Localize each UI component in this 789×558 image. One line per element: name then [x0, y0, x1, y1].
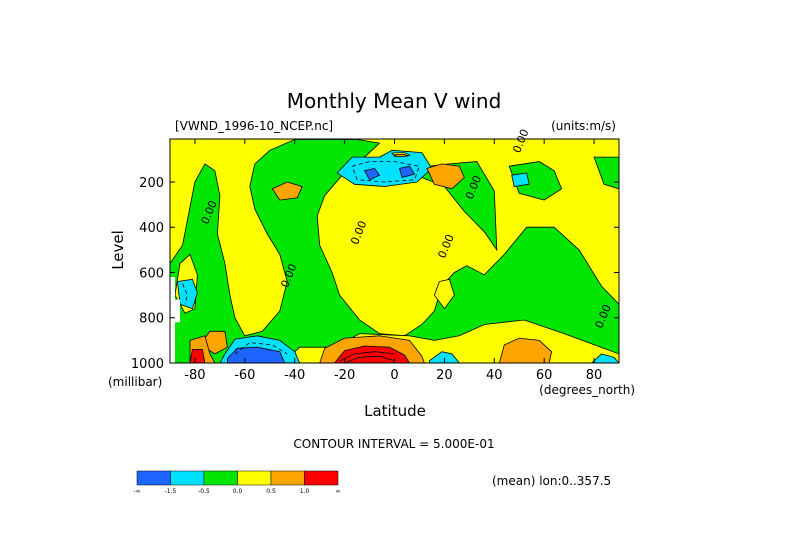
contour-plot-area: 0.000.000.000.000.000.000.00 — [169, 127, 620, 364]
color-swatch — [170, 470, 205, 486]
x-tick-label: 60 — [536, 368, 553, 383]
x-axis-ticks: -80 -60 -40 -20 0 20 40 60 80 — [184, 139, 602, 383]
x-tick-label: -40 — [284, 368, 305, 383]
color-swatch — [203, 470, 238, 486]
contour-region-pos-large — [334, 345, 410, 363]
x-tick-label: 0 — [390, 368, 398, 383]
contour-region-neg-small — [508, 161, 563, 201]
x-tick-label: 40 — [486, 368, 503, 383]
contour-region-neg-large — [363, 167, 381, 181]
filled-contour-regions — [170, 139, 619, 363]
y-axis-label: Level — [109, 230, 127, 270]
x-tick-label: -20 — [334, 368, 355, 383]
x-tick-label: -80 — [184, 368, 205, 383]
color-level-label: 0.5 — [266, 488, 276, 495]
contour-region-neg-large — [226, 346, 286, 363]
contour-region-neutral — [433, 278, 455, 310]
y-tick-label: 800 — [139, 312, 164, 327]
contour-region-pos-small — [498, 337, 553, 363]
color-level-label: 1.0 — [300, 488, 310, 495]
y-axis-units: (millibar) — [108, 375, 162, 389]
contour-region-neg-med — [511, 172, 530, 187]
color-swatch — [270, 470, 305, 486]
x-axis-label: Latitude — [364, 402, 426, 420]
contour-region-pos-small — [271, 181, 303, 201]
solid-contour-line — [344, 355, 395, 363]
contour-region-pos-large — [189, 348, 206, 363]
y-tick-label: 1000 — [131, 357, 164, 372]
units-label: (units:m/s) — [551, 119, 616, 133]
color-level-label: -1.5 — [165, 488, 177, 495]
solid-contour-line — [339, 351, 395, 362]
dashed-contour-line — [234, 342, 288, 355]
color-legend-bar: -∞ -1.5 -0.5 0.0 0.5 1.0 ∞ — [133, 470, 341, 495]
dashed-contour-line — [351, 161, 420, 183]
contour-region-pos-small — [393, 153, 409, 158]
x-tick-label: -60 — [234, 368, 255, 383]
x-tick-label: 20 — [436, 368, 453, 383]
missing-data-region — [175, 299, 180, 323]
contour-region-pos-small — [426, 163, 465, 190]
dataset-label: [VWND_1996-10_NCEP.nc] — [175, 119, 333, 133]
contour-region-neg-med — [336, 149, 433, 187]
color-swatch — [136, 470, 171, 486]
y-tick-label: 400 — [139, 221, 164, 236]
contour-region-neg-med — [591, 353, 619, 363]
chart-title: Monthly Mean V wind — [287, 89, 502, 113]
color-swatch — [304, 470, 339, 486]
color-level-label: 0.0 — [233, 488, 243, 495]
y-tick-label: 200 — [139, 176, 164, 191]
x-tick-label: 80 — [586, 368, 603, 383]
contour-interval-note: CONTOUR INTERVAL = 5.000E-01 — [293, 437, 494, 451]
x-axis-units: (degrees_north) — [539, 383, 635, 397]
y-tick-label: 600 — [139, 266, 164, 281]
color-level-label: -0.5 — [198, 488, 210, 495]
y-axis-ticks: 200 400 600 800 1000 — [131, 176, 619, 372]
mean-longitude-note: (mean) lon:0..357.5 — [492, 474, 611, 488]
color-level-label: -∞ — [133, 488, 140, 495]
contour-region-neg-large — [399, 165, 416, 178]
contour-region-neg-small — [593, 156, 619, 190]
color-level-label: ∞ — [336, 488, 341, 495]
contour-lines — [182, 161, 420, 363]
color-swatch — [237, 470, 272, 486]
missing-data-region — [170, 277, 175, 363]
